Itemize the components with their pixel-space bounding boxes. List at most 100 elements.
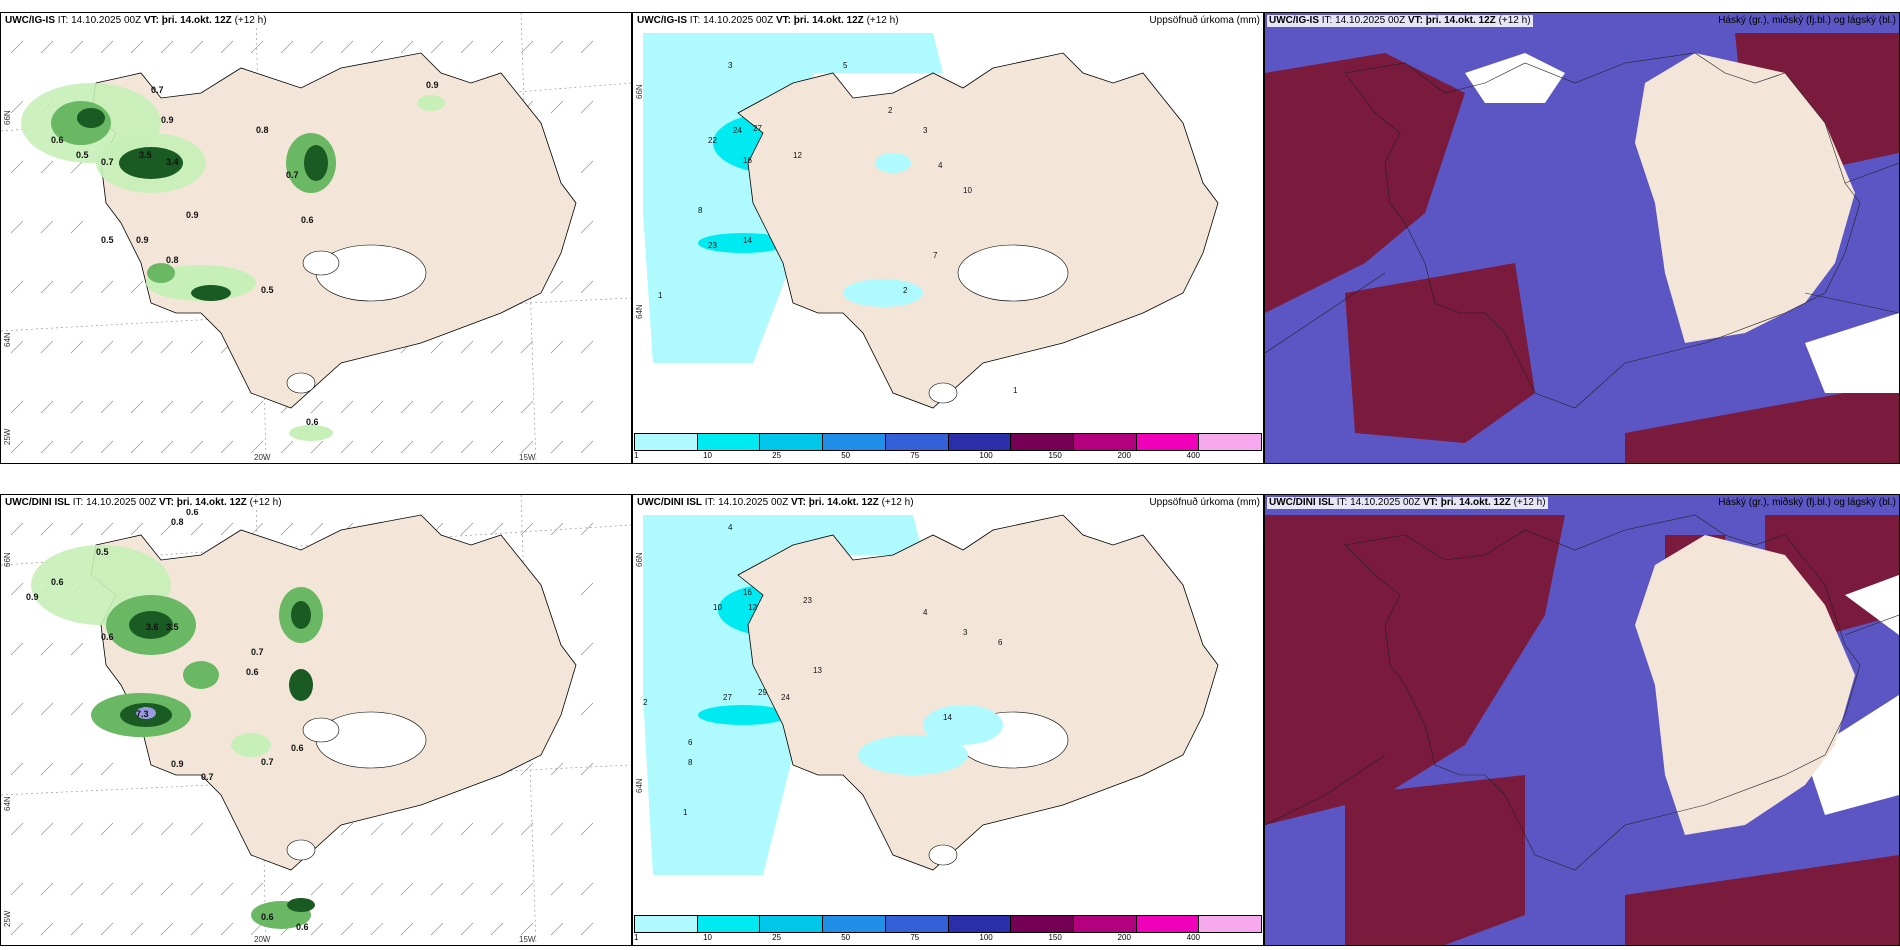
wind-value: 0.7 bbox=[151, 85, 164, 95]
colorbar-swatch bbox=[635, 916, 698, 932]
colorbar-tick: 200 bbox=[1117, 451, 1131, 460]
precip-value: 4 bbox=[938, 161, 943, 170]
colorbar-tick: 150 bbox=[1048, 451, 1062, 460]
colorbar bbox=[634, 433, 1262, 451]
wind-map: 0.8 0.6 0.5 0.6 0.9 3.6 3.5 0.7 0.6 0.6 … bbox=[1, 495, 631, 945]
wind-map-panel-top: UWC/IG-IS IT: 14.10.2025 00Z VT: þri. 14… bbox=[0, 12, 632, 464]
colorbar-swatch bbox=[760, 916, 824, 932]
colorbar-tick: 100 bbox=[979, 451, 993, 460]
precip-value: 6 bbox=[998, 638, 1003, 647]
panel-subtitle: Uppsöfnuð úrkoma (mm) bbox=[1149, 15, 1260, 26]
colorbar-tick: 150 bbox=[1048, 933, 1062, 942]
wind-map-panel-bottom: UWC/DINI ISL IT: 14.10.2025 00Z VT: þri.… bbox=[0, 494, 632, 946]
lat-label: 64N bbox=[3, 332, 12, 347]
lon-label: 20W bbox=[254, 453, 271, 462]
lon-label: 20W bbox=[254, 935, 271, 944]
colorbar-swatch bbox=[823, 916, 886, 932]
panel-title: UWC/DINI ISL IT: 14.10.2025 00Z VT: þri.… bbox=[1267, 497, 1548, 509]
wind-value: 0.7 bbox=[101, 157, 114, 167]
precip-value: 8 bbox=[698, 206, 703, 215]
wind-value: 0.7 bbox=[201, 772, 214, 782]
precip-value: 4 bbox=[923, 608, 928, 617]
lon-label: 15W bbox=[519, 935, 536, 944]
precip-value: 2 bbox=[888, 106, 893, 115]
precip-value: 24 bbox=[733, 126, 742, 135]
precip-value: 16 bbox=[743, 588, 752, 597]
cloud-map bbox=[1265, 495, 1899, 945]
wind-value: 0.6 bbox=[101, 632, 114, 642]
precip-value: 14 bbox=[943, 713, 952, 722]
wind-value: 0.7 bbox=[251, 647, 264, 657]
colorbar-swatch bbox=[1199, 434, 1262, 450]
colorbar-tick: 50 bbox=[841, 451, 851, 460]
precip-value: 1 bbox=[658, 291, 663, 300]
colorbar-swatch bbox=[823, 434, 886, 450]
wind-value: 0.9 bbox=[26, 592, 39, 602]
precip-value: 16 bbox=[743, 156, 752, 165]
precip-value: 1 bbox=[683, 808, 688, 817]
wind-value: 0.9 bbox=[171, 759, 184, 769]
wind-value: 0.6 bbox=[306, 417, 319, 427]
lat-label: 64N bbox=[635, 304, 644, 319]
panel-title: UWC/IG-IS IT: 14.10.2025 00Z VT: þri. 14… bbox=[635, 15, 901, 27]
colorbar-swatch bbox=[1011, 916, 1074, 932]
precip-value-labels: 4 10 16 12 23 29 24 27 13 14 2 6 8 1 4 3… bbox=[643, 523, 1003, 817]
wind-value: 3.5 bbox=[139, 150, 152, 160]
wind-value: 0.6 bbox=[51, 577, 64, 587]
wind-value: 0.7 bbox=[261, 757, 274, 767]
colorbar-swatch bbox=[635, 434, 698, 450]
precip-map-panel-top: UWC/IG-IS IT: 14.10.2025 00Z VT: þri. 14… bbox=[632, 12, 1264, 464]
panel-title: UWC/IG-IS IT: 14.10.2025 00Z VT: þri. 14… bbox=[1267, 15, 1533, 27]
wind-value: 0.6 bbox=[51, 135, 64, 145]
precip-value: 3 bbox=[963, 628, 968, 637]
wind-value: 0.5 bbox=[261, 285, 274, 295]
lat-label: 66N bbox=[3, 552, 12, 567]
colorbar-ticks: 1 10 25 50 75 100 150 200 400 bbox=[634, 451, 1262, 461]
lat-label: 64N bbox=[3, 796, 12, 811]
wind-value: 0.9 bbox=[426, 80, 439, 90]
colorbar-swatch bbox=[1011, 434, 1074, 450]
panel-title: UWC/DINI ISL IT: 14.10.2025 00Z VT: þri.… bbox=[3, 497, 284, 509]
lon-label: 25W bbox=[3, 910, 12, 927]
wind-value: 0.9 bbox=[186, 210, 199, 220]
precip-value: 4 bbox=[728, 523, 733, 532]
wind-value: 0.6 bbox=[261, 912, 274, 922]
precip-value: 2 bbox=[643, 698, 648, 707]
cloud-map-panel-top: UWC/IG-IS IT: 14.10.2025 00Z VT: þri. 14… bbox=[1264, 12, 1900, 464]
panel-title: UWC/DINI ISL IT: 14.10.2025 00Z VT: þri.… bbox=[635, 497, 916, 509]
precip-value: 27 bbox=[753, 124, 762, 133]
wind-value-labels: 0.7 0.9 0.6 0.5 0.7 3.5 3.4 0.8 0.7 0.9 … bbox=[51, 80, 439, 427]
precip-value: 22 bbox=[708, 136, 717, 145]
precip-value: 7 bbox=[933, 251, 938, 260]
wind-value: 7.3 bbox=[136, 709, 149, 719]
precip-value: 12 bbox=[793, 151, 802, 160]
colorbar-tick: 100 bbox=[979, 933, 993, 942]
colorbar-swatch bbox=[885, 916, 949, 932]
colorbar-tick: 1 bbox=[634, 451, 639, 460]
wind-value: 0.9 bbox=[136, 235, 149, 245]
lat-label: 66N bbox=[3, 110, 12, 125]
precip-value: 8 bbox=[688, 758, 693, 767]
lat-label: 66N bbox=[635, 84, 644, 99]
cloud-map-panel-bottom: UWC/DINI ISL IT: 14.10.2025 00Z VT: þri.… bbox=[1264, 494, 1900, 946]
wind-value: 0.7 bbox=[286, 170, 299, 180]
colorbar-swatch bbox=[948, 434, 1012, 450]
wind-value: 0.9 bbox=[161, 115, 174, 125]
precip-map: 3 5 22 24 27 12 16 8 23 14 2 3 4 1 2 7 1… bbox=[643, 33, 1219, 409]
colorbar-swatch bbox=[1199, 916, 1262, 932]
wind-value: 0.5 bbox=[76, 150, 89, 160]
precip-value: 1 bbox=[1013, 386, 1018, 395]
colorbar-swatch bbox=[1073, 434, 1137, 450]
precip-value: 29 bbox=[758, 688, 767, 697]
lat-label: 66N bbox=[635, 552, 644, 567]
precip-value: 10 bbox=[963, 186, 972, 195]
precip-value: 23 bbox=[803, 596, 812, 605]
precip-value: 3 bbox=[728, 61, 733, 70]
wind-value: 0.8 bbox=[256, 125, 269, 135]
panel-subtitle: Uppsöfnuð úrkoma (mm) bbox=[1149, 497, 1260, 508]
colorbar-tick: 75 bbox=[910, 933, 920, 942]
precip-value: 12 bbox=[748, 603, 757, 612]
precip-value: 6 bbox=[688, 738, 693, 747]
colorbar-tick: 75 bbox=[910, 451, 920, 460]
wind-value: 0.6 bbox=[186, 507, 199, 517]
